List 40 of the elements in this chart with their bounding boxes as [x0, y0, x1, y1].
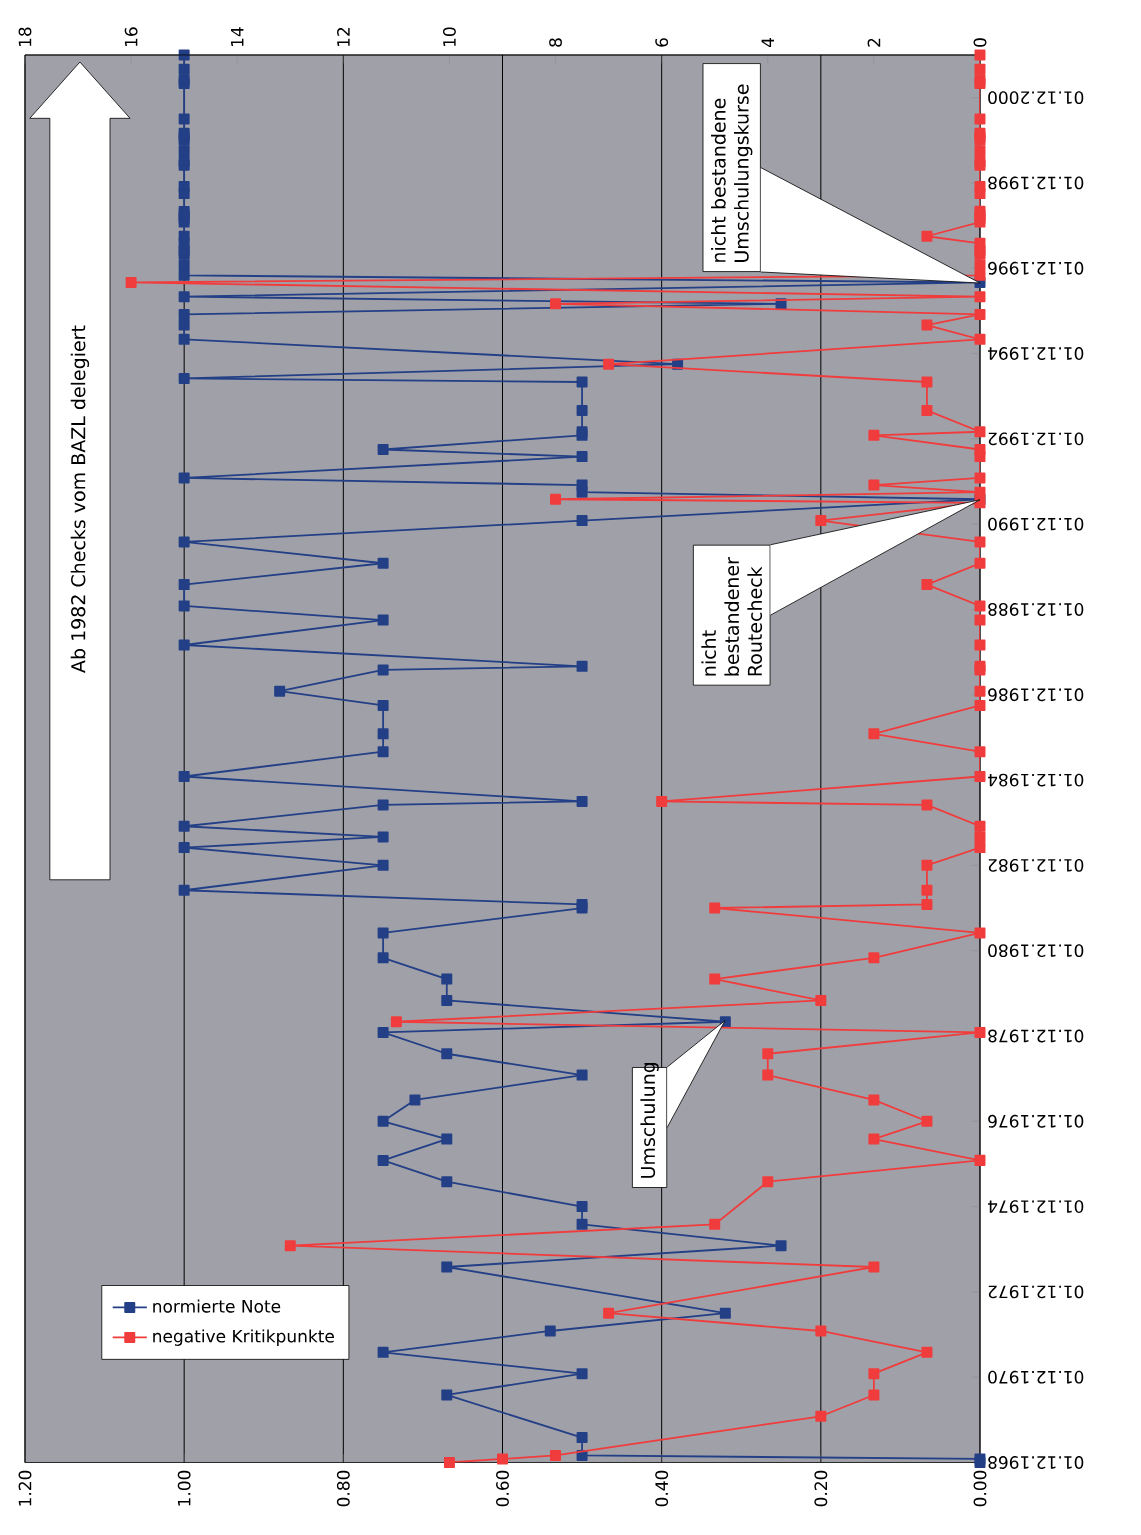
y-tick-label: 01.12.1974 — [988, 1200, 1084, 1214]
y-tick-label: 01.12.1978 — [988, 1029, 1084, 1043]
annotation: Umschulung — [640, 1062, 659, 1178]
y-tick-label: 01.12.1984 — [988, 773, 1084, 787]
y-tick-label: 01.12.1998 — [988, 176, 1084, 190]
annotation: nicht bestandener Routecheck — [701, 557, 763, 676]
x2-tick-label: 2 — [867, 38, 881, 47]
y-tick-label: 01.12.1986 — [988, 688, 1084, 702]
y-tick-label: 01.12.1996 — [988, 261, 1084, 275]
y-tick-label: 01.12.1988 — [988, 603, 1084, 616]
x2-tick-label: 16 — [124, 27, 138, 47]
annotation: Ab 1982 Checks vom BAZL delegiert — [70, 325, 90, 673]
x-tick-label: 0.80 — [336, 1470, 350, 1507]
y-tick-label: 01.12.1994 — [988, 347, 1084, 360]
y-tick-label: 01.12.1992 — [988, 432, 1084, 446]
y-tick-label: 01.12.1976 — [988, 1114, 1084, 1128]
x2-tick-label: 0 — [973, 38, 987, 47]
annotation: nicht bestandene Umschulungskurse — [711, 84, 753, 262]
x-tick-label: 0.40 — [655, 1470, 669, 1507]
y-tick-label: 01.12.1980 — [988, 944, 1084, 958]
x-tick-label: 1.20 — [18, 1470, 32, 1506]
x-tick-label: 0.20 — [814, 1470, 828, 1507]
x2-tick-label: 14 — [231, 27, 244, 47]
y-tick-label: 01.12.2000 — [988, 91, 1084, 105]
y-tick-label: 01.12.1968 — [988, 1456, 1084, 1469]
y-tick-label: 01.12.1982 — [988, 858, 1084, 872]
legend-label: normierte Note — [153, 1299, 281, 1313]
legend-label: negative Kritikpunkte — [153, 1329, 334, 1346]
y-tick-label: 01.12.1970 — [988, 1370, 1084, 1384]
x2-tick-label: 6 — [655, 38, 669, 47]
x-tick-label: 0.00 — [973, 1470, 987, 1507]
x2-tick-label: 4 — [761, 38, 774, 48]
x2-tick-label: 8 — [549, 38, 562, 47]
x-tick-label: 0.60 — [496, 1470, 509, 1507]
y-tick-label: 01.12.1990 — [988, 517, 1084, 531]
x2-tick-label: 10 — [443, 27, 456, 47]
y-tick-label: 01.12.1972 — [988, 1285, 1084, 1299]
x2-tick-label: 18 — [18, 27, 32, 47]
x-tick-label: 1.00 — [177, 1470, 191, 1506]
x2-tick-label: 12 — [337, 27, 350, 47]
